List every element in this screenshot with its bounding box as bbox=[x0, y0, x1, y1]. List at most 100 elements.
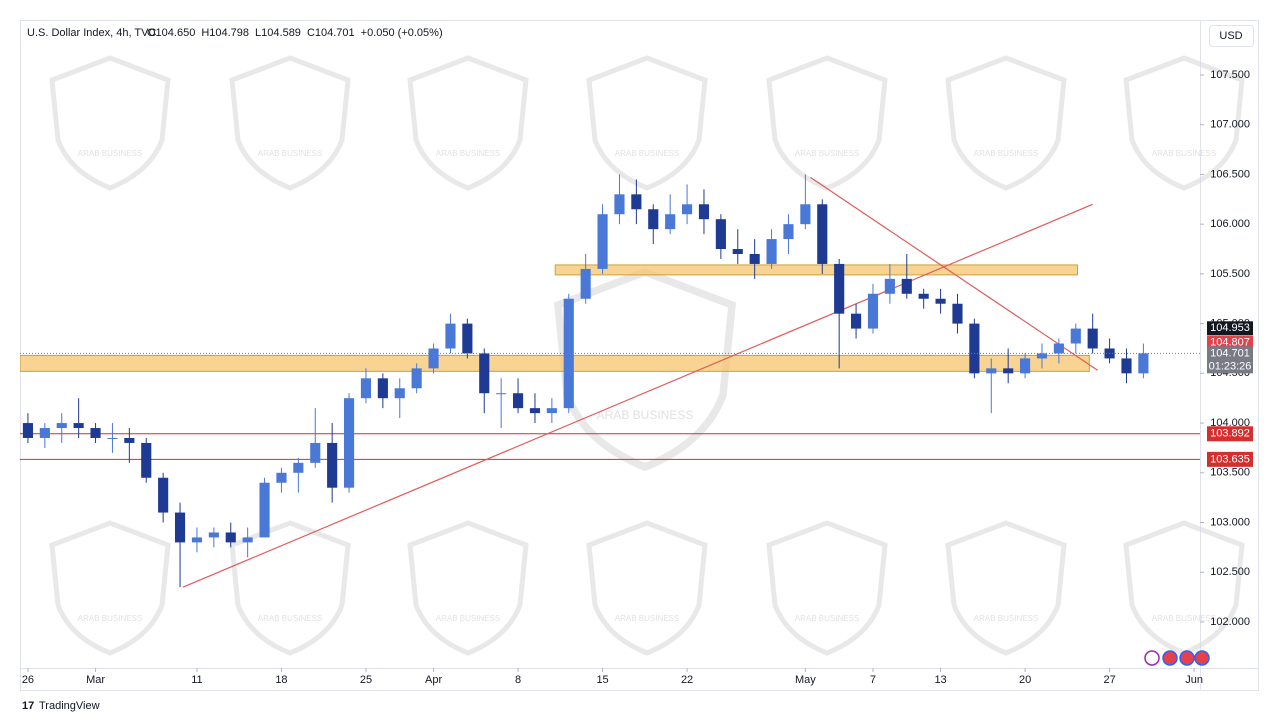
y-tick-label: 102.500 bbox=[1210, 566, 1250, 578]
price-label: 103.635 bbox=[1210, 453, 1250, 465]
y-tick-label: 105.500 bbox=[1210, 268, 1250, 280]
branding-text: TradingView bbox=[39, 700, 100, 712]
watermark-shield bbox=[586, 55, 708, 191]
ohlc-value: O104.650 bbox=[147, 27, 195, 39]
candle-body bbox=[952, 303, 963, 324]
x-tick-label: 13 bbox=[934, 674, 946, 686]
candle-body bbox=[749, 254, 760, 264]
candle-body bbox=[681, 204, 693, 215]
y-tick-label: 102.000 bbox=[1210, 616, 1250, 628]
plot-area bbox=[20, 174, 1200, 588]
watermark: ARAB BUSINESS bbox=[407, 520, 529, 656]
candle-body bbox=[225, 532, 236, 543]
candle-body bbox=[479, 353, 490, 394]
watermark-shield bbox=[766, 520, 888, 656]
candle-body bbox=[394, 388, 405, 399]
watermark: ARAB BUSINESS bbox=[586, 520, 708, 656]
candle-body bbox=[259, 482, 270, 538]
watermark: ARAB BUSINESS bbox=[229, 55, 351, 191]
candle-body bbox=[39, 428, 50, 438]
candle-body bbox=[512, 393, 524, 409]
candle-body bbox=[208, 532, 219, 538]
watermark-text: ARAB BUSINESS bbox=[795, 149, 859, 158]
candle-body bbox=[1020, 358, 1031, 374]
candle-body bbox=[327, 442, 338, 488]
x-tick-label: 15 bbox=[596, 674, 608, 686]
x-tick-label: 22 bbox=[681, 674, 693, 686]
candle-body bbox=[698, 204, 710, 220]
trendline bbox=[810, 176, 1099, 371]
x-tick-label: 27 bbox=[1103, 674, 1115, 686]
candle-body bbox=[631, 194, 642, 210]
watermark-text: ARAB BUSINESS bbox=[258, 614, 322, 623]
candle-body bbox=[293, 462, 304, 473]
watermark: ARAB BUSINESS bbox=[229, 520, 351, 656]
candle-body bbox=[529, 408, 541, 414]
x-tick-label: 8 bbox=[515, 674, 521, 686]
candle-body bbox=[969, 323, 980, 374]
watermark-text: ARAB BUSINESS bbox=[78, 149, 142, 158]
candle-body bbox=[867, 293, 879, 329]
x-tick-label: Apr bbox=[425, 674, 442, 686]
axes: 102.000102.500103.000103.500104.000104.5… bbox=[22, 69, 1253, 686]
ohlc-legend: O104.650 H104.798 L104.589 C104.701 +0.050 (… bbox=[147, 27, 443, 39]
branding-logo: 17 bbox=[22, 700, 34, 712]
watermark-text: ARAB BUSINESS bbox=[615, 614, 679, 623]
candle-body bbox=[732, 249, 743, 254]
watermark: ARAB BUSINESS bbox=[49, 520, 171, 656]
currency-button[interactable] bbox=[1209, 25, 1254, 47]
ohlc-value: C104.701 bbox=[307, 27, 355, 39]
currency-label[interactable]: USD bbox=[1219, 30, 1242, 42]
candle-body bbox=[242, 537, 253, 543]
x-tick-label: Mar bbox=[86, 674, 105, 686]
candle-body bbox=[496, 393, 507, 395]
candle-body bbox=[935, 298, 946, 304]
watermark-text: ARAB BUSINESS bbox=[974, 614, 1038, 623]
candle-body bbox=[141, 442, 152, 478]
watermark: ARAB BUSINESS bbox=[945, 55, 1067, 191]
candle-body bbox=[563, 298, 574, 409]
x-tick-label: 7 bbox=[870, 674, 876, 686]
candle-body bbox=[22, 423, 34, 438]
candle-body bbox=[343, 398, 355, 488]
watermark: ARAB BUSINESS bbox=[1123, 55, 1245, 191]
candle-body bbox=[884, 278, 895, 294]
y-tick-label: 107.000 bbox=[1210, 119, 1250, 131]
candle-body bbox=[665, 214, 676, 230]
chart-title: U.S. Dollar Index, 4h, TVC bbox=[27, 27, 156, 39]
y-tick-label: 106.000 bbox=[1210, 218, 1250, 230]
watermark: ARAB BUSINESS bbox=[586, 55, 708, 191]
trendline bbox=[182, 203, 1093, 588]
candle-body bbox=[56, 423, 67, 429]
watermark-text: ARAB BUSINESS bbox=[436, 149, 500, 158]
price-label: 103.892 bbox=[1210, 428, 1250, 440]
watermark-shield bbox=[407, 520, 529, 656]
price-label-box bbox=[1207, 451, 1253, 467]
x-tick-label: 25 bbox=[360, 674, 372, 686]
candle-body bbox=[918, 293, 929, 299]
price-label-box bbox=[1207, 346, 1253, 374]
watermark-text: ARAB BUSINESS bbox=[436, 614, 500, 623]
candle-body bbox=[310, 442, 321, 463]
candle-body bbox=[191, 537, 203, 543]
candle-body bbox=[851, 313, 862, 329]
candle-body bbox=[580, 268, 591, 299]
watermark-text: ARAB BUSINESS bbox=[795, 614, 859, 623]
candle-body bbox=[360, 378, 372, 399]
watermark: ARAB BUSINESS bbox=[407, 55, 529, 191]
watermark-shield bbox=[49, 55, 171, 191]
watermark-text: ARAB BUSINESS bbox=[974, 149, 1038, 158]
candle-body bbox=[174, 512, 186, 543]
candle-body bbox=[546, 408, 557, 414]
watermark-text: ARAB BUSINESS bbox=[258, 149, 322, 158]
y-tick-label: 103.500 bbox=[1210, 467, 1250, 479]
price-label-box bbox=[1207, 426, 1253, 442]
watermark-shield bbox=[945, 55, 1067, 191]
candle-body bbox=[411, 368, 422, 389]
ohlc-value: H104.798 bbox=[201, 27, 249, 39]
candle-body bbox=[1003, 368, 1014, 374]
branding: 17 TradingView bbox=[22, 700, 100, 712]
candle-body bbox=[1070, 328, 1081, 344]
candle-body bbox=[834, 263, 845, 314]
